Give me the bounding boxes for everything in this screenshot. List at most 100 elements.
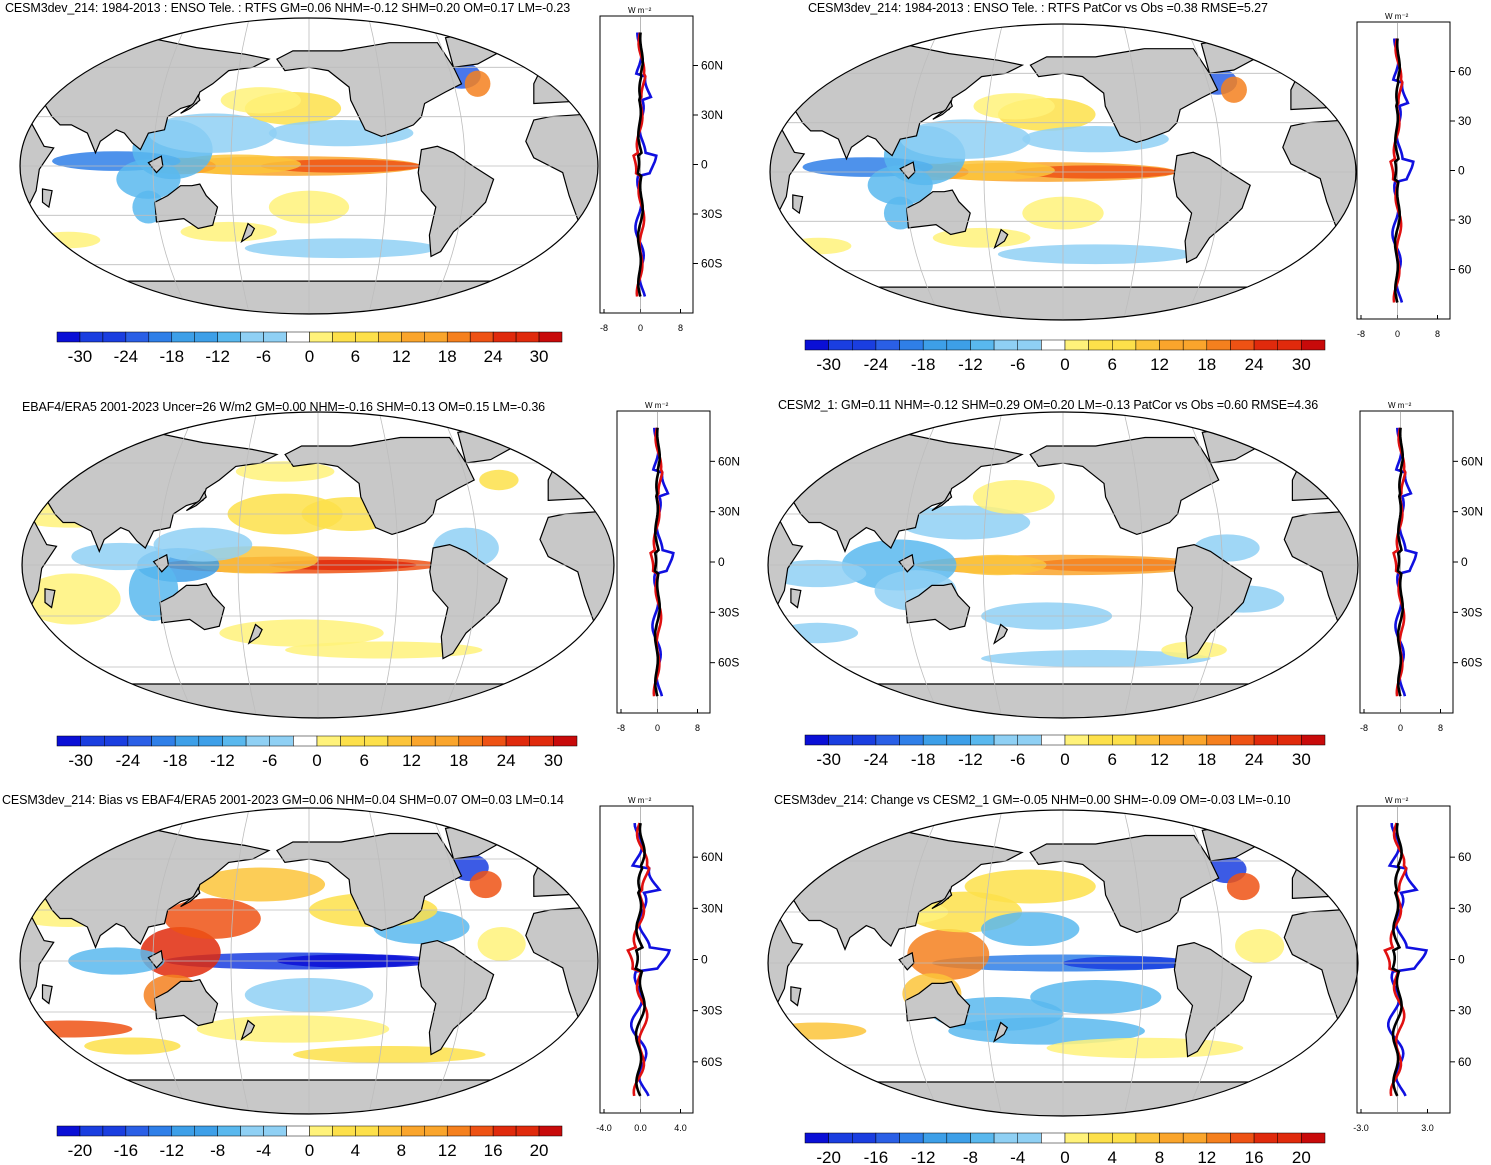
- colorbar-swatch: [804, 1132, 829, 1144]
- colorbar-tick-label: 24: [484, 347, 503, 366]
- panel-title: CESM3dev_214: 1984-2013 : ENSO Tele. : R…: [5, 1, 571, 15]
- colorbar-swatch: [1253, 1132, 1278, 1144]
- colorbar-tick-label: 12: [1197, 1148, 1216, 1165]
- map-border: [19, 17, 599, 315]
- colorbar-swatch: [1064, 734, 1089, 746]
- colorbar-tick-label: -30: [68, 347, 93, 366]
- colorbar-swatch: [1230, 339, 1255, 351]
- landmass-europe: [770, 56, 796, 107]
- colorbar-swatch: [492, 1125, 517, 1137]
- longitude-gridline: [152, 808, 190, 1114]
- colorbar-swatch: [1088, 339, 1113, 351]
- colorbar-swatch: [482, 735, 507, 747]
- zonal-frame: [1356, 21, 1451, 320]
- colorbar-swatch: [1017, 1132, 1042, 1144]
- colorbar-swatch: [332, 1125, 356, 1137]
- colorbar-tick-label: -24: [116, 751, 141, 770]
- landmass-japan: [180, 93, 201, 114]
- landmass-africa2: [525, 112, 598, 223]
- colorbar-swatch: [1088, 1132, 1113, 1144]
- landmass-nz: [240, 1019, 256, 1041]
- anomaly-region: [768, 559, 867, 588]
- colorbar-swatch: [538, 1125, 563, 1137]
- colorbar-swatch: [194, 1125, 218, 1137]
- world-map: [19, 17, 599, 315]
- colorbar-swatch: [355, 331, 379, 343]
- colorbar-tick-label: 30: [530, 347, 549, 366]
- anomaly-region: [220, 87, 301, 114]
- zonal-lat-label: 30: [1458, 1004, 1472, 1018]
- colorbar-swatch: [899, 1132, 924, 1144]
- landmass-africa2: [525, 905, 598, 1020]
- colorbar: -20 -16 -12 -8 -4 0 4 8 12 16 20: [804, 1132, 1326, 1165]
- colorbar-swatch: [1159, 339, 1184, 351]
- zonal-lat-label: 60: [1458, 1055, 1472, 1069]
- landmass-africa2: [539, 509, 614, 624]
- zonal-x-label: 3.0: [1421, 1123, 1434, 1133]
- landmass-nz: [993, 1021, 1009, 1043]
- longitude-gridline: [1183, 24, 1222, 320]
- colorbar-tick-label: -8: [210, 1141, 225, 1160]
- colorbar-swatch: [1064, 1132, 1089, 1144]
- zonal-unit-label: W m⁻²: [628, 796, 652, 805]
- zonal-diff-line: [1396, 427, 1404, 697]
- world-map: [19, 807, 599, 1115]
- colorbar-swatch: [434, 735, 460, 747]
- colorbar-swatch: [515, 331, 540, 343]
- colorbar-tick-label: -12: [159, 1141, 184, 1160]
- zonal-lat-label: 30: [1458, 213, 1472, 227]
- anomaly-region: [164, 898, 261, 939]
- panel-title: CESM3dev_214: Change vs CESM2_1 GM=-0.05…: [774, 793, 1291, 807]
- anomaly-region: [148, 113, 277, 153]
- anomaly-region: [997, 244, 1194, 265]
- colorbar-tick-label: 4: [1108, 1148, 1117, 1165]
- landmass-japan: [932, 99, 953, 120]
- colorbar-tick-label: 18: [1197, 355, 1216, 374]
- anomaly-region: [219, 619, 384, 647]
- colorbar-swatch: [1159, 734, 1184, 746]
- colorbar-swatch: [875, 339, 900, 351]
- zonal-unit-label: W m⁻²: [1385, 12, 1409, 21]
- zonal-lat-label: 30S: [718, 605, 739, 619]
- landmass-africa2: [1283, 509, 1358, 624]
- zonal-mean-plot: W m⁻² 60N 30N 0 30S 60S -8 0 8: [616, 401, 740, 733]
- zonal-mean-plot: W m⁻² 60N 30N 0 30S 60S -4.0 0.0 4.0: [596, 796, 723, 1133]
- colorbar-tick-label: -20: [68, 1141, 93, 1160]
- colorbar-swatch: [309, 331, 333, 343]
- landmass-nz: [247, 623, 263, 645]
- zonal-lat-label: 30: [1458, 114, 1472, 128]
- zonal-x-label: -8: [1360, 723, 1368, 733]
- world-map: [767, 411, 1359, 719]
- landmass-europe: [768, 445, 794, 498]
- colorbar-swatch: [553, 735, 578, 747]
- colorbar-tick-label: -24: [114, 347, 139, 366]
- colorbar-swatch: [1277, 339, 1302, 351]
- colorbar-swatch: [446, 1125, 471, 1137]
- anomaly-region: [1235, 929, 1285, 963]
- zonal-x-label: 4.0: [674, 1123, 687, 1133]
- panel-title: EBAF4/ERA5 2001-2023 Uncer=26 W/m2 GM=0.…: [22, 400, 546, 414]
- anomaly-region: [907, 929, 990, 980]
- colorbar-swatch: [875, 734, 900, 746]
- colorbar-tick-label: 6: [351, 347, 360, 366]
- anomaly-region: [786, 237, 852, 255]
- colorbar-tick-label: -16: [114, 1141, 139, 1160]
- zonal-lat-label: 60: [1458, 850, 1472, 864]
- colorbar-tick-label: -18: [163, 751, 188, 770]
- colorbar-tick-label: -16: [864, 1148, 889, 1165]
- colorbar: -30 -24 -18 -12 -6 0 6 12 18 24 30: [804, 734, 1326, 769]
- longitude-gridline: [1184, 412, 1223, 718]
- colorbar-tick-label: -8: [963, 1148, 978, 1165]
- colorbar-swatch: [505, 735, 530, 747]
- colorbar: -30 -24 -18 -12 -6 0 6 12 18 24 30: [56, 735, 578, 770]
- zonal-lat-label: 60S: [701, 1055, 722, 1069]
- zonal-lat-label: 30N: [1461, 505, 1483, 519]
- landmass-namerica: [284, 436, 475, 536]
- colorbar-swatch: [293, 735, 318, 747]
- colorbar-swatch: [269, 735, 294, 747]
- colorbar-swatch: [56, 1125, 81, 1137]
- colorbar-swatch: [492, 331, 517, 343]
- colorbar-tick-label: 18: [449, 751, 468, 770]
- landmass-nz: [993, 623, 1009, 645]
- landmass-samerica: [1173, 543, 1253, 660]
